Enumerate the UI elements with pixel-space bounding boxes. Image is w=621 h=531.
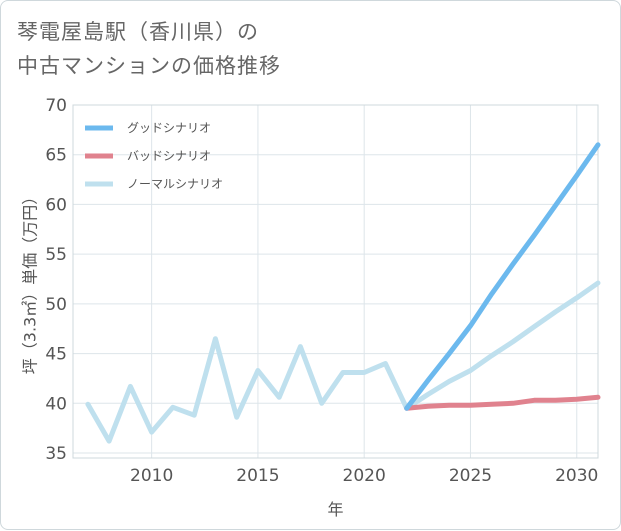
x-tick-label: 2020 bbox=[343, 466, 386, 486]
y-tick-label: 45 bbox=[45, 345, 67, 365]
x-tick-label: 2025 bbox=[449, 466, 492, 486]
y-axis-label: 坪（3.3㎡）単価（万円） bbox=[21, 189, 40, 374]
title-line-2: 中古マンションの価格推移 bbox=[17, 54, 281, 78]
y-tick-label: 40 bbox=[45, 394, 67, 414]
y-tick-label: 50 bbox=[45, 295, 67, 315]
series-lines bbox=[85, 142, 601, 444]
y-tick-label: 55 bbox=[45, 245, 67, 265]
x-axis-label: 年 bbox=[327, 500, 343, 519]
y-tick-label: 70 bbox=[45, 96, 67, 116]
title-line-1: 琴電屋島駅（香川県）の bbox=[17, 20, 259, 44]
series-line-2 bbox=[85, 280, 601, 444]
y-tick-label: 65 bbox=[45, 146, 67, 166]
y-tick-label: 35 bbox=[45, 444, 67, 464]
legend-label: バッドシナリオ bbox=[127, 149, 211, 163]
x-tick-label: 2010 bbox=[130, 466, 173, 486]
series-line-1 bbox=[404, 394, 601, 411]
y-tick-label: 60 bbox=[45, 195, 67, 215]
series-line-0 bbox=[404, 142, 601, 411]
x-tick-label: 2030 bbox=[555, 466, 598, 486]
legend-label: ノーマルシナリオ bbox=[127, 177, 223, 191]
x-tick-label: 2015 bbox=[236, 466, 279, 486]
legend-label: グッドシナリオ bbox=[127, 121, 211, 135]
chart-title: 琴電屋島駅（香川県）の 中古マンションの価格推移 bbox=[17, 15, 281, 83]
axis-ticks: 35 40 45 50 55 60 65 70 2010 2015 2020 2025 2030 bbox=[45, 96, 598, 486]
